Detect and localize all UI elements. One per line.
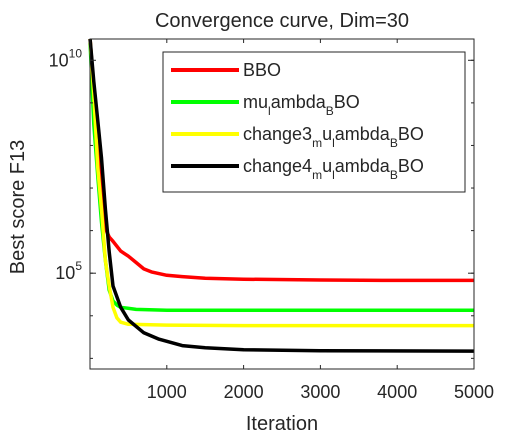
legend-box (162, 51, 466, 193)
x-axis-label: Iteration (246, 413, 318, 435)
series-layer (88, 38, 475, 353)
series-line-4 (88, 38, 475, 353)
legend-label-2: mulambdaBBO (243, 92, 360, 118)
legend: BBO mulambdaBBO change3mulambdaBBO change4m… (162, 51, 466, 193)
y-axis-label: Best score F13 (7, 140, 29, 275)
legend-label-4: change4mulambdaBBO (243, 156, 424, 182)
x-tick-label: 5000 (454, 382, 494, 402)
chart-title: Convergence curve, Dim=30 (155, 10, 409, 32)
y-tick-label: 1010 (49, 46, 83, 70)
x-tick-label: 4000 (377, 382, 417, 402)
series-line-3 (88, 38, 474, 328)
x-tick-label: 2000 (224, 382, 264, 402)
legend-label-1: BBO (243, 60, 281, 80)
x-tick-label: 3000 (300, 382, 340, 402)
y-tick-label: 105 (55, 259, 82, 283)
axes-box (89, 38, 475, 370)
x-tick-label: 1000 (147, 382, 187, 402)
axes-layer: 1000 2000 3000 4000 5000 105 1010 (49, 38, 494, 402)
legend-label-3: change3mulambdaBBO (243, 124, 424, 150)
